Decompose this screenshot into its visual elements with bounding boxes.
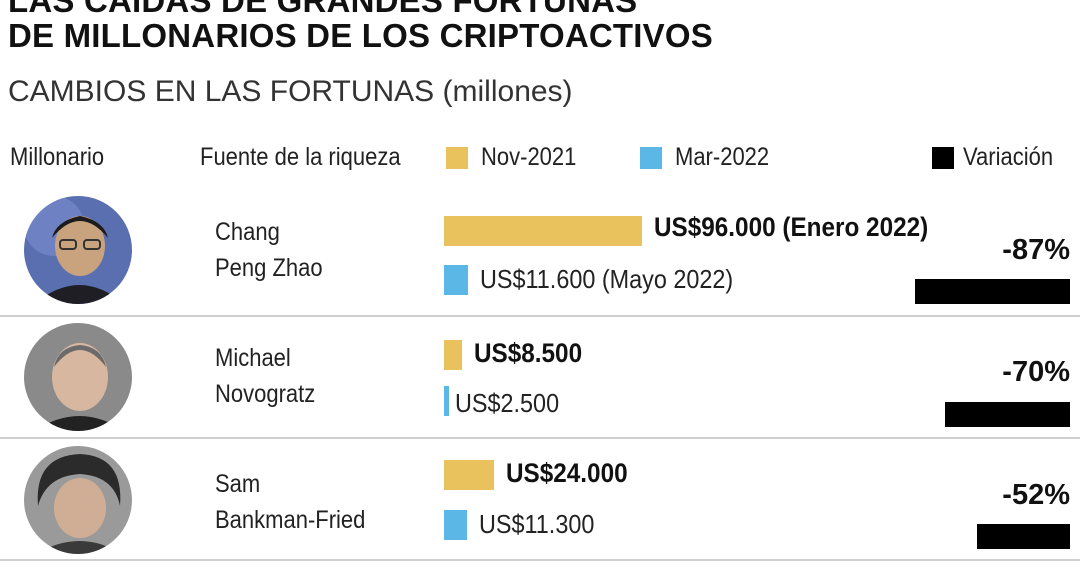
avatar-chang-peng-zhao <box>24 196 132 304</box>
legend-swatch-mar <box>640 147 662 169</box>
data-label-nov: US$24.000 <box>505 458 628 488</box>
portrait-image <box>24 446 132 554</box>
row-divider <box>0 559 1080 561</box>
bar-mar <box>444 265 468 295</box>
name-line-1: Sam <box>215 470 261 498</box>
data-label-nov: US$96.000 (Enero 2022) <box>654 212 929 242</box>
data-label-nov: US$8.500 <box>473 338 582 368</box>
name-line-1: Michael <box>215 344 291 372</box>
variation-label: -87% <box>1002 234 1070 266</box>
portrait-image <box>24 323 132 431</box>
bar-mar <box>444 386 450 416</box>
legend-label-variation: Variación <box>963 143 1054 171</box>
variation-label: -70% <box>1002 356 1070 388</box>
data-label-mar: US$11.600 (Mayo 2022) <box>479 264 734 294</box>
bar-variation <box>977 524 1070 549</box>
bar-nov <box>444 216 642 246</box>
name-line-2: Peng Zhao <box>215 254 323 282</box>
name-line-2: Bankman-Fried <box>215 506 366 534</box>
variation-label: -52% <box>1002 479 1070 511</box>
bar-nov <box>444 460 494 490</box>
legend-swatch-variation <box>932 147 954 169</box>
legend-label-nov: Nov-2021 <box>481 143 577 171</box>
bar-variation <box>915 279 1070 304</box>
title-line-1: LAS CAÍDAS DE GRANDES FORTUNAS <box>8 0 638 19</box>
millionaire-name: Michael Novogratz <box>215 340 315 412</box>
bar-mar <box>444 510 468 540</box>
portrait-image <box>24 196 132 304</box>
column-header-millionaire: Millonario <box>10 143 105 171</box>
millionaire-name: Chang Peng Zhao <box>215 214 323 286</box>
data-label-mar: US$11.300 <box>479 509 595 539</box>
column-header-source: Fuente de la riqueza <box>200 143 401 171</box>
row-divider <box>0 437 1080 439</box>
data-label-mar: US$2.500 <box>455 388 560 418</box>
avatar-sam-bankman-fried <box>24 446 132 554</box>
title-line-2: DE MILLONARIOS DE LOS CRIPTOACTIVOS <box>8 17 713 54</box>
bar-nov <box>444 340 462 370</box>
avatar-michael-novogratz <box>24 323 132 431</box>
name-line-1: Chang <box>215 218 280 246</box>
legend-swatch-nov <box>446 147 468 169</box>
subtitle: CAMBIOS EN LAS FORTUNAS (millones) <box>8 75 573 108</box>
legend-label-mar: Mar-2022 <box>675 143 770 171</box>
millionaire-name: Sam Bankman-Fried <box>215 466 365 538</box>
bar-variation <box>945 402 1070 427</box>
name-line-2: Novogratz <box>215 380 316 408</box>
row-divider <box>0 315 1080 317</box>
